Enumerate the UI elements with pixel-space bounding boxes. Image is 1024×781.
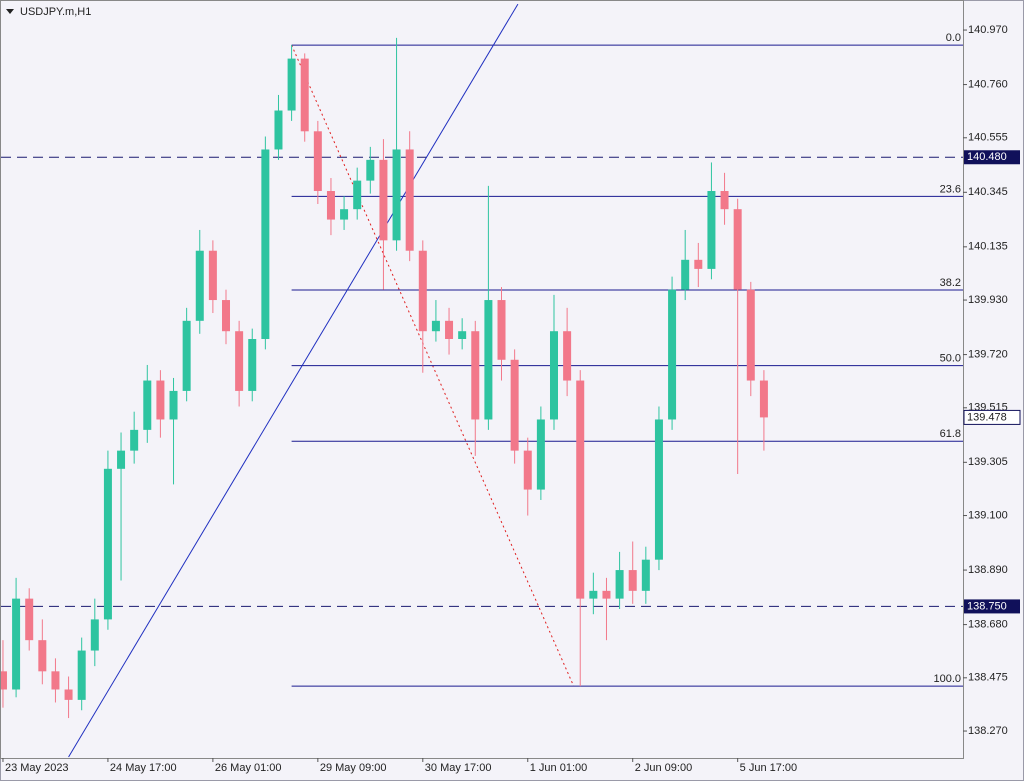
fib-level-label: 23.6 xyxy=(940,183,961,195)
candle-body xyxy=(222,300,231,332)
x-tick-label: 23 May 2023 xyxy=(5,762,69,774)
current-price-label: 139.478 xyxy=(967,411,1007,423)
candle-body xyxy=(261,149,270,339)
candle-body xyxy=(405,149,414,251)
candle-body xyxy=(379,159,388,241)
candle-body xyxy=(589,590,598,599)
x-tick-label: 30 May 17:00 xyxy=(425,762,492,774)
candle-body xyxy=(326,191,335,220)
fib-level-label: 61.8 xyxy=(940,428,961,440)
candle-body xyxy=(523,450,532,490)
candle-body xyxy=(445,320,454,339)
candle-body xyxy=(313,131,322,192)
price-label-box xyxy=(964,150,1020,165)
x-tick-label: 1 Jun 01:00 xyxy=(530,762,588,774)
candle-body xyxy=(1,671,7,690)
candle-body xyxy=(12,598,21,690)
candle-body xyxy=(130,429,139,451)
candle-body xyxy=(759,380,768,418)
fib-level-label: 38.2 xyxy=(940,277,961,289)
candle-body xyxy=(353,180,362,210)
candle-body xyxy=(366,159,375,181)
y-tick-label: 140.555 xyxy=(968,132,1008,144)
candle-body xyxy=(654,419,663,560)
candle-body xyxy=(471,331,480,420)
y-tick-label: 140.345 xyxy=(968,186,1008,198)
y-tick-label: 138.680 xyxy=(968,618,1008,630)
candle-body xyxy=(117,450,126,469)
candle-body xyxy=(25,598,34,641)
candle-body xyxy=(274,110,283,150)
candle-body xyxy=(536,419,545,490)
candle-body xyxy=(628,570,637,591)
candle-body xyxy=(156,380,165,420)
candle-body xyxy=(563,331,572,381)
menu-arrow[interactable] xyxy=(6,9,14,14)
y-tick-label: 140.970 xyxy=(968,24,1008,36)
candle-body xyxy=(248,338,257,391)
y-tick-label: 138.270 xyxy=(968,725,1008,737)
x-tick-label: 2 Jun 09:00 xyxy=(635,762,693,774)
y-tick-label: 139.930 xyxy=(968,294,1008,306)
y-tick-label: 138.475 xyxy=(968,672,1008,684)
fib-level-label: 100.0 xyxy=(933,673,961,685)
price-label: 138.750 xyxy=(967,600,1007,612)
y-tick-label: 139.100 xyxy=(968,509,1008,521)
y-tick-label: 139.720 xyxy=(968,348,1008,360)
fib-level-label: 50.0 xyxy=(940,353,961,365)
candle-body xyxy=(103,468,112,620)
x-tick-label: 5 Jun 17:00 xyxy=(740,762,798,774)
candle-body xyxy=(746,289,755,381)
x-tick-label: 24 May 17:00 xyxy=(110,762,177,774)
candle-body xyxy=(707,191,716,269)
candle-body xyxy=(182,320,191,391)
candle-body xyxy=(615,570,624,599)
y-tick-label: 139.305 xyxy=(968,456,1008,468)
candle-body xyxy=(340,209,349,220)
candle-body xyxy=(733,209,742,290)
x-tick-label: 29 May 09:00 xyxy=(320,762,387,774)
candle-body xyxy=(458,331,467,339)
price-label: 140.480 xyxy=(967,151,1007,163)
candle-body xyxy=(549,331,558,420)
chart-title: USDJPY.m,H1 xyxy=(20,6,91,18)
candle-body xyxy=(576,380,585,599)
candle-body xyxy=(694,259,703,269)
y-tick-label: 140.135 xyxy=(968,241,1008,253)
candle-body xyxy=(90,619,99,651)
y-tick-label: 138.890 xyxy=(968,564,1008,576)
candle-body xyxy=(195,250,204,321)
y-tick-label: 140.760 xyxy=(968,78,1008,90)
price-label-box xyxy=(964,599,1020,614)
candle-body xyxy=(720,191,729,210)
plot-frame xyxy=(0,0,964,759)
candle-body xyxy=(641,559,650,591)
candle-body xyxy=(418,250,427,332)
candle-body xyxy=(510,359,519,451)
candle-body xyxy=(431,320,440,332)
candle-body xyxy=(38,640,47,672)
candle-body xyxy=(51,671,60,690)
candle-body xyxy=(602,590,611,599)
candle-body xyxy=(484,300,493,420)
fib-level-label: 0.0 xyxy=(946,32,961,44)
candle-body xyxy=(681,259,690,290)
trendline xyxy=(68,3,519,758)
candle-body xyxy=(143,380,152,430)
candle-body xyxy=(668,289,677,420)
candle-body xyxy=(77,650,86,700)
candle-body xyxy=(300,58,309,132)
candle-body xyxy=(287,58,296,111)
candle-body xyxy=(235,331,244,391)
candle-body xyxy=(497,300,506,360)
x-tick-label: 26 May 01:00 xyxy=(215,762,282,774)
current-price-box xyxy=(963,409,1021,425)
candle-body xyxy=(208,250,217,301)
candle-body xyxy=(169,390,178,420)
candle-body xyxy=(392,149,401,241)
candle-body xyxy=(64,689,73,700)
